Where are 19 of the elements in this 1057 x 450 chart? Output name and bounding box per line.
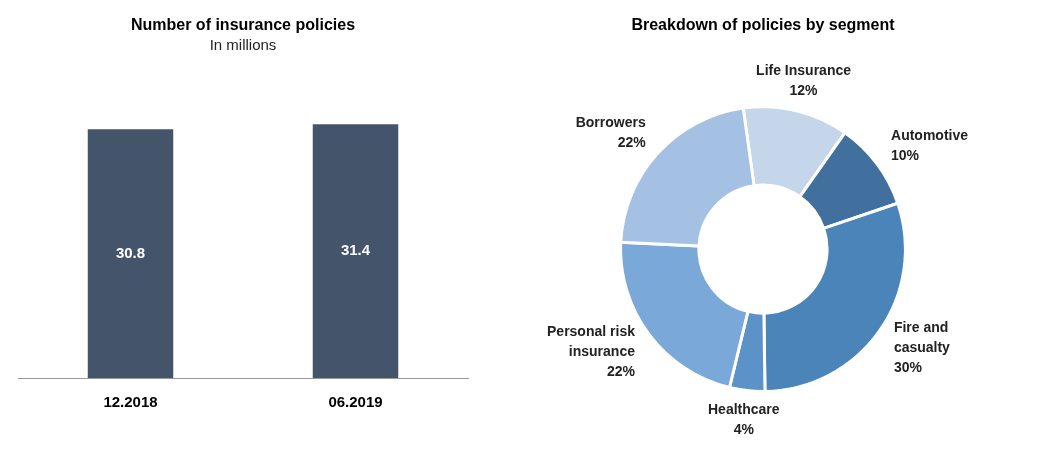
data-label: 30% xyxy=(893,359,923,376)
x-tick-label: 06.2019 xyxy=(328,393,383,411)
data-label: 22% xyxy=(606,363,636,380)
data-label: 30.8 xyxy=(115,243,146,261)
slice-label: Fire and casualty xyxy=(893,319,951,356)
slice-label: Healthcare xyxy=(707,401,780,418)
data-label: 12% xyxy=(789,82,819,99)
data-label: 10% xyxy=(891,146,920,163)
slice-label: Personal risk insurance xyxy=(547,323,636,360)
slice-label: Borrowers xyxy=(575,113,646,130)
data-label: 4% xyxy=(733,421,755,438)
slice-label: Life Insurance xyxy=(756,62,852,79)
chart-subtitle: In millions xyxy=(209,36,277,54)
slice-label: Automotive xyxy=(891,126,969,143)
chart-title: Number of insurance policies xyxy=(130,16,356,34)
data-label: 31.4 xyxy=(340,241,371,259)
data-label: 22% xyxy=(617,133,647,150)
chart-title: Breakdown of policies by segment xyxy=(631,16,896,34)
x-tick-label: 12.2018 xyxy=(103,393,158,411)
